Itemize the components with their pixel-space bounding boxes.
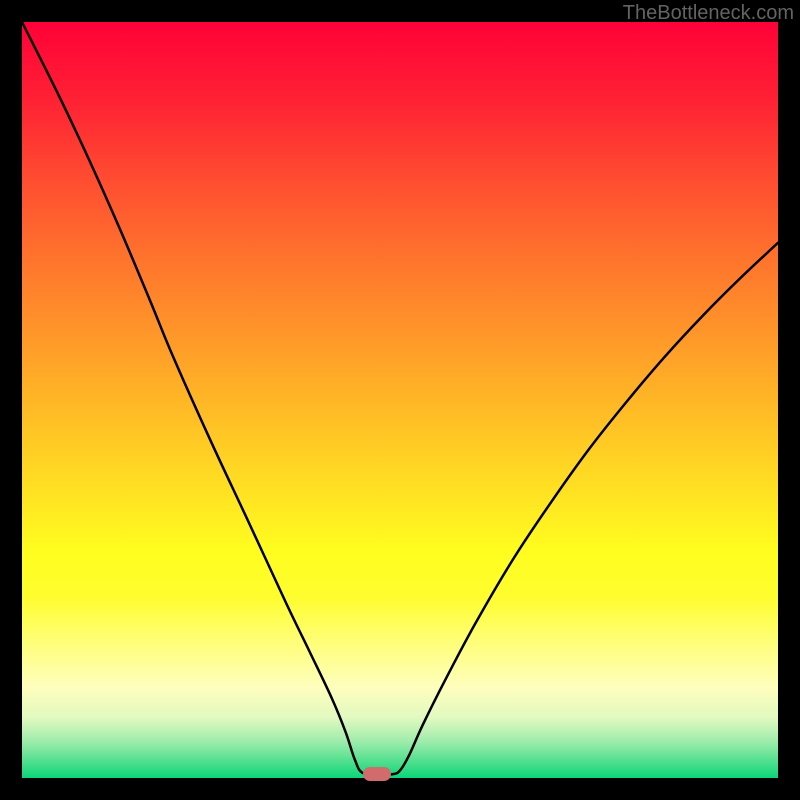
bottleneck-chart: [0, 0, 800, 800]
chart-background-gradient: [22, 22, 778, 778]
attribution-label: TheBottleneck.com: [623, 2, 794, 25]
chart-container: TheBottleneck.com: [0, 0, 800, 800]
bottleneck-marker: [363, 767, 391, 781]
